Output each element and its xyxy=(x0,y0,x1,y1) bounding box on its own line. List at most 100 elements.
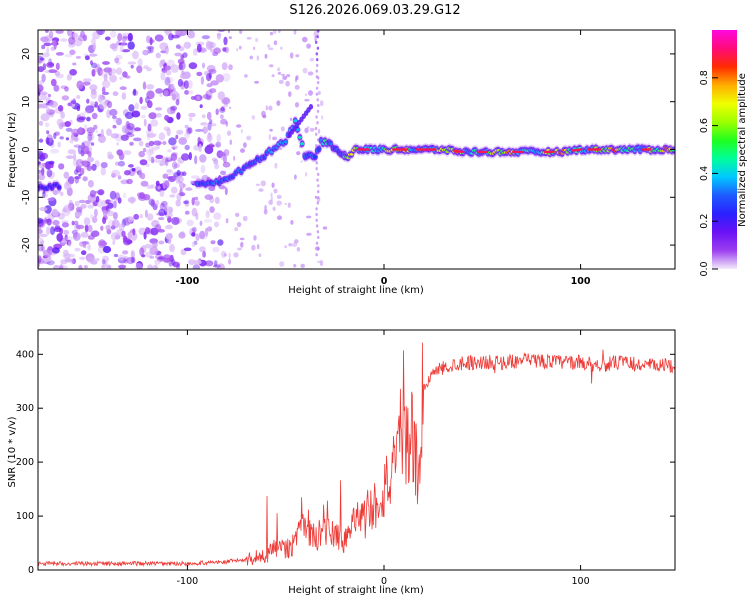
colorbar-scale xyxy=(712,30,737,269)
noise-blob xyxy=(60,111,65,119)
noise-blob xyxy=(147,123,152,132)
noise-blob xyxy=(119,86,127,91)
track-core xyxy=(308,104,314,110)
noise-blob xyxy=(222,161,231,168)
noise-blob xyxy=(38,173,46,181)
noise-blob xyxy=(236,124,242,128)
noise-blob xyxy=(87,204,94,209)
noise-blob xyxy=(96,63,101,73)
noise-blob xyxy=(190,175,200,179)
noise-blob xyxy=(162,156,167,166)
noise-blob xyxy=(191,241,196,248)
spectrogram-blobs xyxy=(38,30,675,269)
noise-blob xyxy=(63,171,70,179)
noise-blob xyxy=(187,30,196,39)
noise-blob xyxy=(178,30,188,37)
noise-blob xyxy=(122,238,132,246)
noise-blob xyxy=(139,159,148,166)
noise-blob xyxy=(109,108,118,117)
noise-blob xyxy=(316,35,319,39)
noise-blob xyxy=(300,160,303,163)
noise-blob xyxy=(317,30,320,33)
noise-blob xyxy=(148,140,154,147)
noise-blob xyxy=(306,43,311,49)
noise-blob xyxy=(101,259,106,265)
noise-blob xyxy=(91,62,98,69)
noise-blob xyxy=(316,63,319,67)
noise-blob xyxy=(113,200,117,209)
noise-blob xyxy=(86,127,95,134)
noise-blob xyxy=(85,105,95,114)
noise-blob xyxy=(130,232,138,241)
noise-blob xyxy=(50,148,59,154)
track-peak xyxy=(404,148,409,151)
noise-blob xyxy=(210,80,219,86)
noise-blob xyxy=(181,153,190,161)
spectrogram-xlabel: Height of straight line (km) xyxy=(288,285,424,296)
noise-blob xyxy=(57,141,61,148)
noise-blob xyxy=(131,167,136,172)
noise-blob xyxy=(188,152,192,161)
noise-blob xyxy=(289,117,293,122)
noise-blob xyxy=(88,53,98,57)
noise-blob xyxy=(217,239,224,246)
noise-blob xyxy=(127,41,135,50)
snr-ylabel: SNR (10 * v/v) xyxy=(7,416,18,487)
noise-blob xyxy=(175,44,181,49)
y-tick-label: 400 xyxy=(16,349,34,360)
track-core xyxy=(297,136,302,139)
track-core xyxy=(328,142,333,146)
noise-blob xyxy=(38,138,44,143)
spectrogram-ylabel: Frequency (Hz) xyxy=(7,112,18,188)
noise-blob xyxy=(206,111,212,120)
noise-blob xyxy=(146,67,152,72)
y-tick-label: 0 xyxy=(28,565,34,576)
noise-blob xyxy=(191,207,198,217)
noise-blob xyxy=(192,48,198,56)
noise-blob xyxy=(169,194,176,198)
noise-blob xyxy=(146,35,151,44)
noise-blob xyxy=(90,92,98,100)
noise-blob xyxy=(56,233,63,242)
y-tick-label: -10 xyxy=(21,190,32,206)
x-tick-label: 100 xyxy=(572,576,590,587)
noise-blob xyxy=(315,40,318,45)
noise-blob xyxy=(316,196,320,199)
noise-blob xyxy=(87,151,92,158)
noise-blob xyxy=(38,91,41,97)
noise-blob xyxy=(316,98,319,102)
noise-blob xyxy=(139,214,143,219)
y-tick-label: 300 xyxy=(16,403,34,414)
noise-blob xyxy=(84,224,89,233)
noise-blob xyxy=(160,59,166,65)
noise-blob xyxy=(66,74,72,81)
noise-blob xyxy=(142,49,149,56)
noise-blob xyxy=(58,163,65,170)
noise-blob xyxy=(122,35,128,40)
noise-blob xyxy=(184,210,190,215)
noise-blob xyxy=(90,260,98,265)
noise-blob xyxy=(146,148,155,156)
noise-blob xyxy=(78,199,86,204)
noise-blob xyxy=(168,262,173,267)
noise-blob xyxy=(280,126,285,132)
noise-blob xyxy=(75,55,82,59)
noise-blob xyxy=(276,200,283,206)
noise-blob xyxy=(183,247,192,252)
noise-blob xyxy=(97,189,105,196)
noise-blob xyxy=(205,94,211,101)
noise-blob xyxy=(120,134,129,141)
noise-blob xyxy=(308,90,313,96)
noise-blob xyxy=(200,76,204,85)
noise-blob xyxy=(217,91,225,101)
noise-blob xyxy=(309,58,315,62)
noise-blob xyxy=(46,218,52,226)
noise-blob xyxy=(164,114,170,121)
noise-blob xyxy=(81,250,87,256)
noise-blob xyxy=(84,55,90,61)
noise-blob xyxy=(178,61,186,71)
noise-blob xyxy=(72,62,77,66)
noise-blob xyxy=(38,60,43,64)
